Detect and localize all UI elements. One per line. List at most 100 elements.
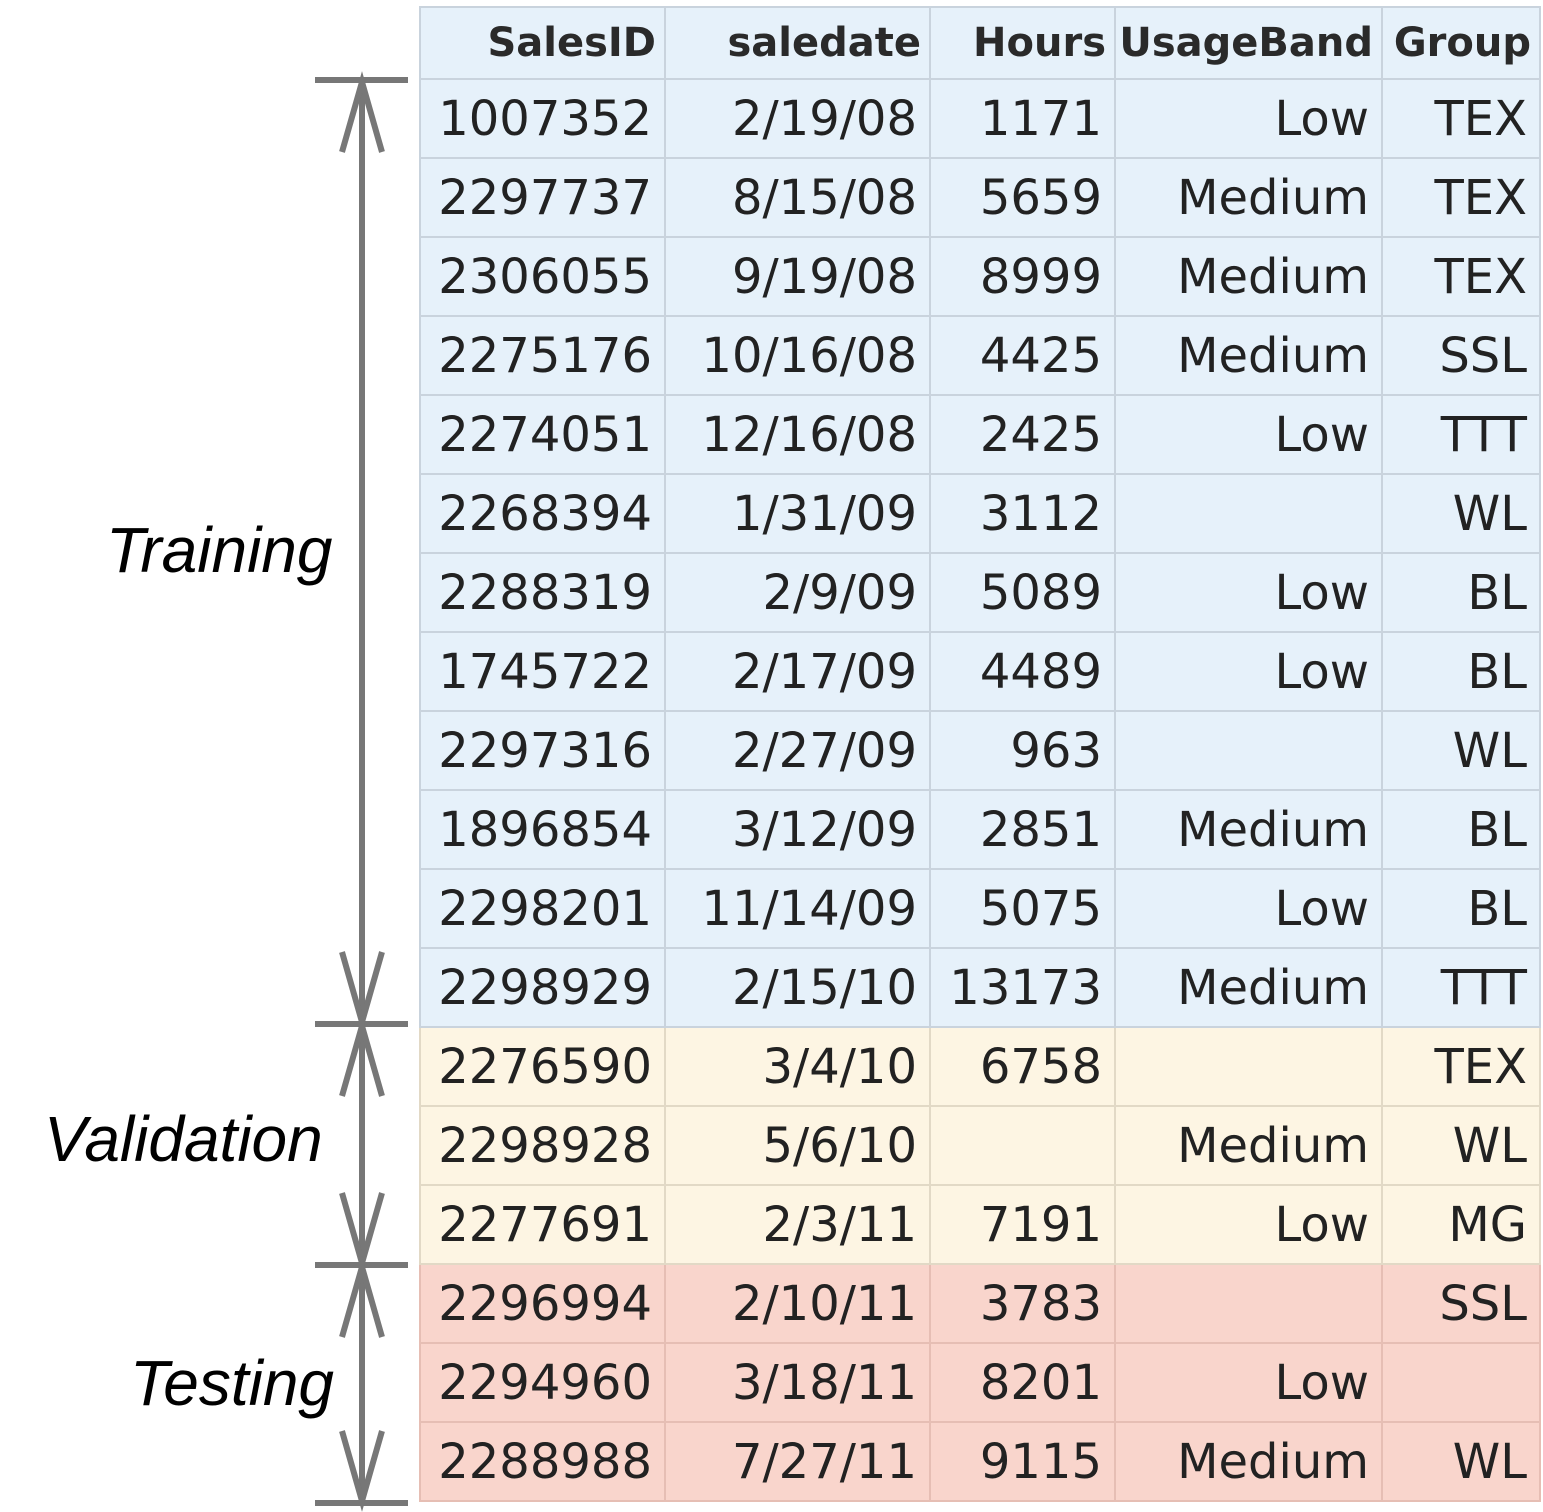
cell-usageband: Medium	[1114, 315, 1383, 396]
cell-usageband	[1114, 710, 1383, 791]
cell-saledate: 2/27/09	[664, 710, 931, 791]
cell-hours: 2425	[929, 394, 1116, 475]
table-row: 2268394 1/31/09 3112 WL	[419, 473, 1541, 554]
cell-hours: 6758	[929, 1026, 1116, 1107]
cell-salesid: 2298928	[419, 1105, 666, 1186]
cell-hours: 4489	[929, 631, 1116, 712]
table-row: 1007352 2/19/08 1171 Low TEX	[419, 78, 1541, 159]
cell-saledate: 2/10/11	[664, 1263, 931, 1344]
header-row: SalesID saledate Hours UsageBand Group	[419, 6, 1541, 80]
cell-saledate: 11/14/09	[664, 868, 931, 949]
cell-group: BL	[1381, 631, 1541, 712]
testing-bracket	[315, 1256, 408, 1512]
table-row: 2276590 3/4/10 6758 TEX	[419, 1026, 1541, 1107]
cell-group: TEX	[1381, 1026, 1541, 1107]
table-row: 2298928 5/6/10 Medium WL	[419, 1105, 1541, 1186]
cell-saledate: 2/15/10	[664, 947, 931, 1028]
table-row: 2277691 2/3/11 7191 Low MG	[419, 1184, 1541, 1265]
cell-salesid: 2297737	[419, 157, 666, 238]
cell-group: WL	[1381, 473, 1541, 554]
cell-group: BL	[1381, 789, 1541, 870]
cell-usageband: Medium	[1114, 1421, 1383, 1502]
table-row: 2274051 12/16/08 2425 Low TTT	[419, 394, 1541, 475]
cell-usageband: Low	[1114, 868, 1383, 949]
validation-bracket	[315, 1015, 408, 1274]
header-group: Group	[1381, 6, 1541, 80]
cell-hours: 3112	[929, 473, 1116, 554]
cell-salesid: 2288988	[419, 1421, 666, 1502]
cell-usageband: Low	[1114, 1342, 1383, 1423]
cell-hours: 963	[929, 710, 1116, 791]
training-label: Training	[106, 514, 333, 586]
cell-salesid: 2277691	[419, 1184, 666, 1265]
cell-usageband: Medium	[1114, 947, 1383, 1028]
cell-usageband: Low	[1114, 552, 1383, 633]
cell-group: WL	[1381, 710, 1541, 791]
table-row: 2275176 10/16/08 4425 Medium SSL	[419, 315, 1541, 396]
table-row: 2298201 11/14/09 5075 Low BL	[419, 868, 1541, 949]
cell-usageband: Low	[1114, 394, 1383, 475]
cell-saledate: 8/15/08	[664, 157, 931, 238]
cell-hours: 8201	[929, 1342, 1116, 1423]
cell-salesid: 1745722	[419, 631, 666, 712]
cell-hours: 5075	[929, 868, 1116, 949]
cell-group: SSL	[1381, 1263, 1541, 1344]
cell-salesid: 2297316	[419, 710, 666, 791]
cell-usageband	[1114, 1263, 1383, 1344]
cell-group: WL	[1381, 1105, 1541, 1186]
header-saledate: saledate	[664, 6, 931, 80]
cell-saledate: 5/6/10	[664, 1105, 931, 1186]
cell-usageband	[1114, 1026, 1383, 1107]
cell-hours	[929, 1105, 1116, 1186]
cell-hours: 7191	[929, 1184, 1116, 1265]
cell-salesid: 2274051	[419, 394, 666, 475]
cell-salesid: 2298201	[419, 868, 666, 949]
cell-usageband: Low	[1114, 78, 1383, 159]
cell-group: TEX	[1381, 157, 1541, 238]
cell-salesid: 2268394	[419, 473, 666, 554]
cell-usageband: Low	[1114, 631, 1383, 712]
cell-hours: 3783	[929, 1263, 1116, 1344]
cell-group: BL	[1381, 868, 1541, 949]
cell-group: TEX	[1381, 78, 1541, 159]
cell-group	[1381, 1342, 1541, 1423]
cell-saledate: 1/31/09	[664, 473, 931, 554]
table-row: 1896854 3/12/09 2851 Medium BL	[419, 789, 1541, 870]
cell-hours: 5089	[929, 552, 1116, 633]
testing-label: Testing	[130, 1347, 334, 1419]
table-row: 2297316 2/27/09 963 WL	[419, 710, 1541, 791]
cell-saledate: 3/4/10	[664, 1026, 931, 1107]
table-row: 2294960 3/18/11 8201 Low	[419, 1342, 1541, 1423]
cell-salesid: 2306055	[419, 236, 666, 317]
cell-salesid: 2296994	[419, 1263, 666, 1344]
table-row: 2288319 2/9/09 5089 Low BL	[419, 552, 1541, 633]
cell-saledate: 2/9/09	[664, 552, 931, 633]
cell-saledate: 7/27/11	[664, 1421, 931, 1502]
cell-hours: 8999	[929, 236, 1116, 317]
table-row: 2297737 8/15/08 5659 Medium TEX	[419, 157, 1541, 238]
split-brackets	[315, 71, 408, 1512]
cell-salesid: 1007352	[419, 78, 666, 159]
cell-saledate: 3/12/09	[664, 789, 931, 870]
cell-hours: 1171	[929, 78, 1116, 159]
cell-group: TTT	[1381, 394, 1541, 475]
cell-salesid: 2288319	[419, 552, 666, 633]
cell-salesid: 2298929	[419, 947, 666, 1028]
table-row: 2288988 7/27/11 9115 Medium WL	[419, 1421, 1541, 1502]
table-row: 2306055 9/19/08 8999 Medium TEX	[419, 236, 1541, 317]
header-hours: Hours	[929, 6, 1116, 80]
cell-hours: 13173	[929, 947, 1116, 1028]
cell-usageband: Medium	[1114, 236, 1383, 317]
cell-saledate: 2/17/09	[664, 631, 931, 712]
cell-salesid: 2294960	[419, 1342, 666, 1423]
cell-hours: 4425	[929, 315, 1116, 396]
cell-usageband: Medium	[1114, 789, 1383, 870]
cell-saledate: 3/18/11	[664, 1342, 931, 1423]
cell-saledate: 2/3/11	[664, 1184, 931, 1265]
header-salesid: SalesID	[419, 6, 666, 80]
cell-usageband: Medium	[1114, 157, 1383, 238]
cell-salesid: 2275176	[419, 315, 666, 396]
cell-group: TEX	[1381, 236, 1541, 317]
cell-salesid: 1896854	[419, 789, 666, 870]
